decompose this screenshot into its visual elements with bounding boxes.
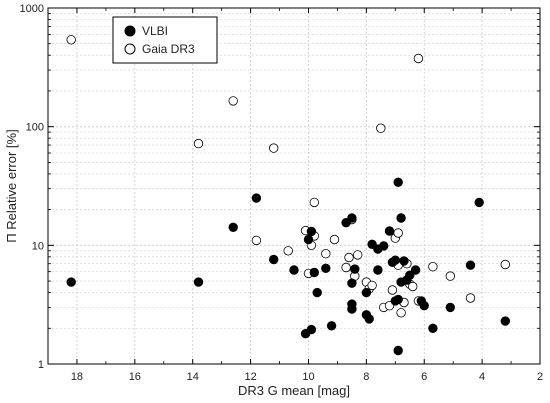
x-tick-label: 4: [479, 371, 485, 383]
vlbi-point: [309, 267, 320, 278]
legend-label-vlbi: VLBI: [142, 24, 168, 38]
legend-marker-gaia: [124, 43, 136, 55]
legend-label-gaia: Gaia DR3: [142, 42, 195, 56]
y-tick-label: 1000: [20, 3, 44, 15]
data-points: [66, 35, 511, 356]
gaia-dr3-point: [376, 123, 386, 133]
plot-frame: [47, 7, 541, 365]
y-tick-label: 10: [32, 240, 44, 252]
vlbi-point: [396, 213, 406, 223]
gaia-dr3-point: [341, 262, 351, 273]
legend-box: [112, 16, 218, 64]
vlbi-point: [321, 263, 331, 274]
gaia-dr3-point: [269, 143, 279, 153]
vlbi-point: [347, 278, 357, 288]
x-tick-label: 10: [302, 371, 314, 383]
legend: VLBI Gaia DR3: [112, 16, 218, 64]
gaia-dr3-point: [500, 259, 511, 270]
x-tick-label: 12: [244, 371, 256, 383]
vlbi-point: [390, 255, 401, 265]
gaia-dr3-point: [387, 285, 398, 295]
y-axis-label: Π Relative error [%]: [4, 129, 19, 242]
x-tick-label: 14: [187, 371, 199, 383]
x-axis-label: DR3 G mean [mag]: [238, 383, 350, 398]
gaia-dr3-point: [283, 246, 293, 256]
x-tick-label: 2: [537, 371, 543, 383]
legend-marker-vlbi: [124, 25, 136, 37]
vlbi-point: [347, 213, 357, 223]
gaia-dr3-point: [329, 234, 340, 245]
vlbi-point: [361, 287, 372, 298]
gaia-dr3-point: [193, 138, 204, 149]
gaia-dr3-point: [396, 308, 406, 318]
vlbi-point: [393, 177, 403, 188]
gaia-dr3-point: [408, 281, 418, 292]
vlbi-point: [373, 265, 383, 275]
vlbi-point: [66, 277, 76, 287]
x-tick-label: 16: [129, 371, 141, 383]
gaia-dr3-point: [445, 271, 456, 281]
y-tick-label: 100: [26, 122, 44, 134]
vlbi-point: [410, 265, 421, 275]
vlbi-point: [390, 296, 401, 306]
vlbi-point: [350, 264, 360, 274]
vlbi-point: [269, 254, 279, 265]
vlbi-point: [465, 260, 476, 270]
gaia-dr3-point: [228, 96, 238, 106]
vlbi-point: [193, 277, 204, 287]
vlbi-point: [251, 193, 262, 203]
gaia-dr3-point: [344, 252, 354, 263]
vlbi-point: [303, 234, 314, 245]
vlbi-point: [474, 197, 484, 208]
vlbi-point: [405, 270, 415, 280]
vlbi-point: [399, 256, 409, 266]
vlbi-point: [306, 226, 317, 237]
gaia-dr3-point: [251, 235, 262, 246]
x-axis-ticks: 18 16 14 12 10 8 6 4 2: [47, 8, 543, 383]
x-tick-label: 18: [71, 371, 83, 383]
gaia-dr3-point: [413, 53, 424, 64]
x-tick-label: 6: [421, 371, 427, 383]
y-axis-ticks: 1 10 100 1000: [20, 3, 540, 371]
gaia-dr3-point: [465, 293, 476, 303]
vlbi-point: [416, 296, 427, 306]
gaia-dr3-point: [393, 228, 403, 238]
vlbi-point: [326, 321, 337, 331]
vlbi-point: [228, 222, 238, 233]
vlbi-point: [306, 324, 317, 335]
gaia-dr3-point: [367, 280, 377, 291]
gaia-dr3-point: [309, 197, 320, 208]
gaia-dr3-point: [353, 250, 363, 260]
vlbi-point: [393, 345, 403, 356]
gaia-dr3-point: [66, 35, 76, 45]
y-tick-label: 1: [38, 359, 44, 371]
vlbi-point: [384, 226, 395, 236]
vlbi-point: [428, 323, 438, 334]
vlbi-point: [396, 277, 406, 287]
vlbi-point: [347, 304, 357, 314]
vlbi-point: [312, 287, 322, 298]
vlbi-point: [289, 265, 299, 275]
vlbi-point: [500, 316, 511, 326]
x-tick-label: 8: [363, 371, 369, 383]
gaia-dr3-point: [321, 248, 331, 259]
vlbi-point: [364, 314, 374, 324]
vlbi-point: [379, 241, 389, 251]
vlbi-point: [445, 302, 456, 313]
gaia-dr3-point: [428, 262, 438, 272]
